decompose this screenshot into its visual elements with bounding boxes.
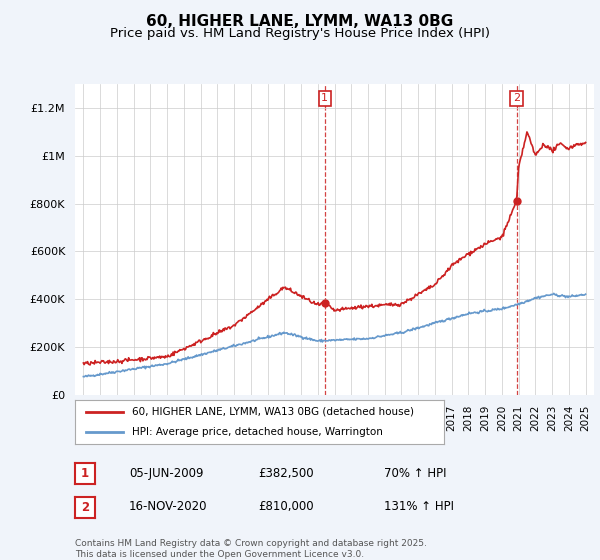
Text: 1: 1	[321, 94, 328, 104]
Text: £810,000: £810,000	[258, 500, 314, 514]
Text: £382,500: £382,500	[258, 466, 314, 480]
Text: 05-JUN-2009: 05-JUN-2009	[129, 466, 203, 480]
Text: 60, HIGHER LANE, LYMM, WA13 0BG: 60, HIGHER LANE, LYMM, WA13 0BG	[146, 14, 454, 29]
Text: 2: 2	[81, 501, 89, 514]
Text: 16-NOV-2020: 16-NOV-2020	[129, 500, 208, 514]
Text: Price paid vs. HM Land Registry's House Price Index (HPI): Price paid vs. HM Land Registry's House …	[110, 27, 490, 40]
Text: 1: 1	[81, 467, 89, 480]
Text: Contains HM Land Registry data © Crown copyright and database right 2025.
This d: Contains HM Land Registry data © Crown c…	[75, 539, 427, 559]
Text: 70% ↑ HPI: 70% ↑ HPI	[384, 466, 446, 480]
Text: 131% ↑ HPI: 131% ↑ HPI	[384, 500, 454, 514]
Text: 2: 2	[513, 94, 520, 104]
Text: 60, HIGHER LANE, LYMM, WA13 0BG (detached house): 60, HIGHER LANE, LYMM, WA13 0BG (detache…	[132, 407, 414, 417]
Text: HPI: Average price, detached house, Warrington: HPI: Average price, detached house, Warr…	[132, 427, 383, 437]
